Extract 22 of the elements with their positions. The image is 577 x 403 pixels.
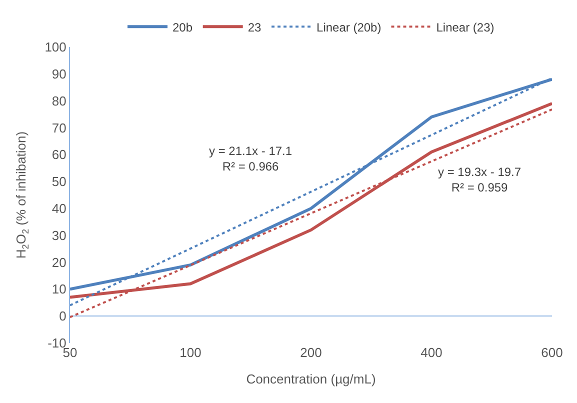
x-tick-label: 600 [541,345,563,360]
y-tick-label: 40 [52,201,66,216]
y-tick-label: 90 [52,66,66,82]
y-tick-label: 30 [52,228,66,243]
y-tick-label: 60 [52,147,66,162]
y-tick-label: 80 [52,93,66,108]
y-tick-label: 50 [52,174,66,190]
legend-label: 20b [172,20,193,34]
y-tick-label: 0 [59,308,66,324]
x-axis-title: Concentration (µg/mL) [246,372,376,387]
annotation: y = 19.3x - 19.7 R² = 0.959 [438,165,522,195]
x-tick-label: 400 [420,345,442,360]
y-tick-label: 20 [52,254,66,270]
annotation: y = 21.1x - 17.1 R² = 0.966 [209,144,292,174]
legend-label: 23 [248,20,262,34]
x-tick-label: 200 [300,345,322,360]
y-tick-label: 70 [52,120,66,136]
y-tick-label: 10 [52,282,66,297]
x-tick-label: 100 [180,345,202,360]
legend-label: Linear (20b) [316,20,382,34]
y-tick-label: 100 [44,40,66,55]
legend-label: Linear (23) [436,20,494,34]
